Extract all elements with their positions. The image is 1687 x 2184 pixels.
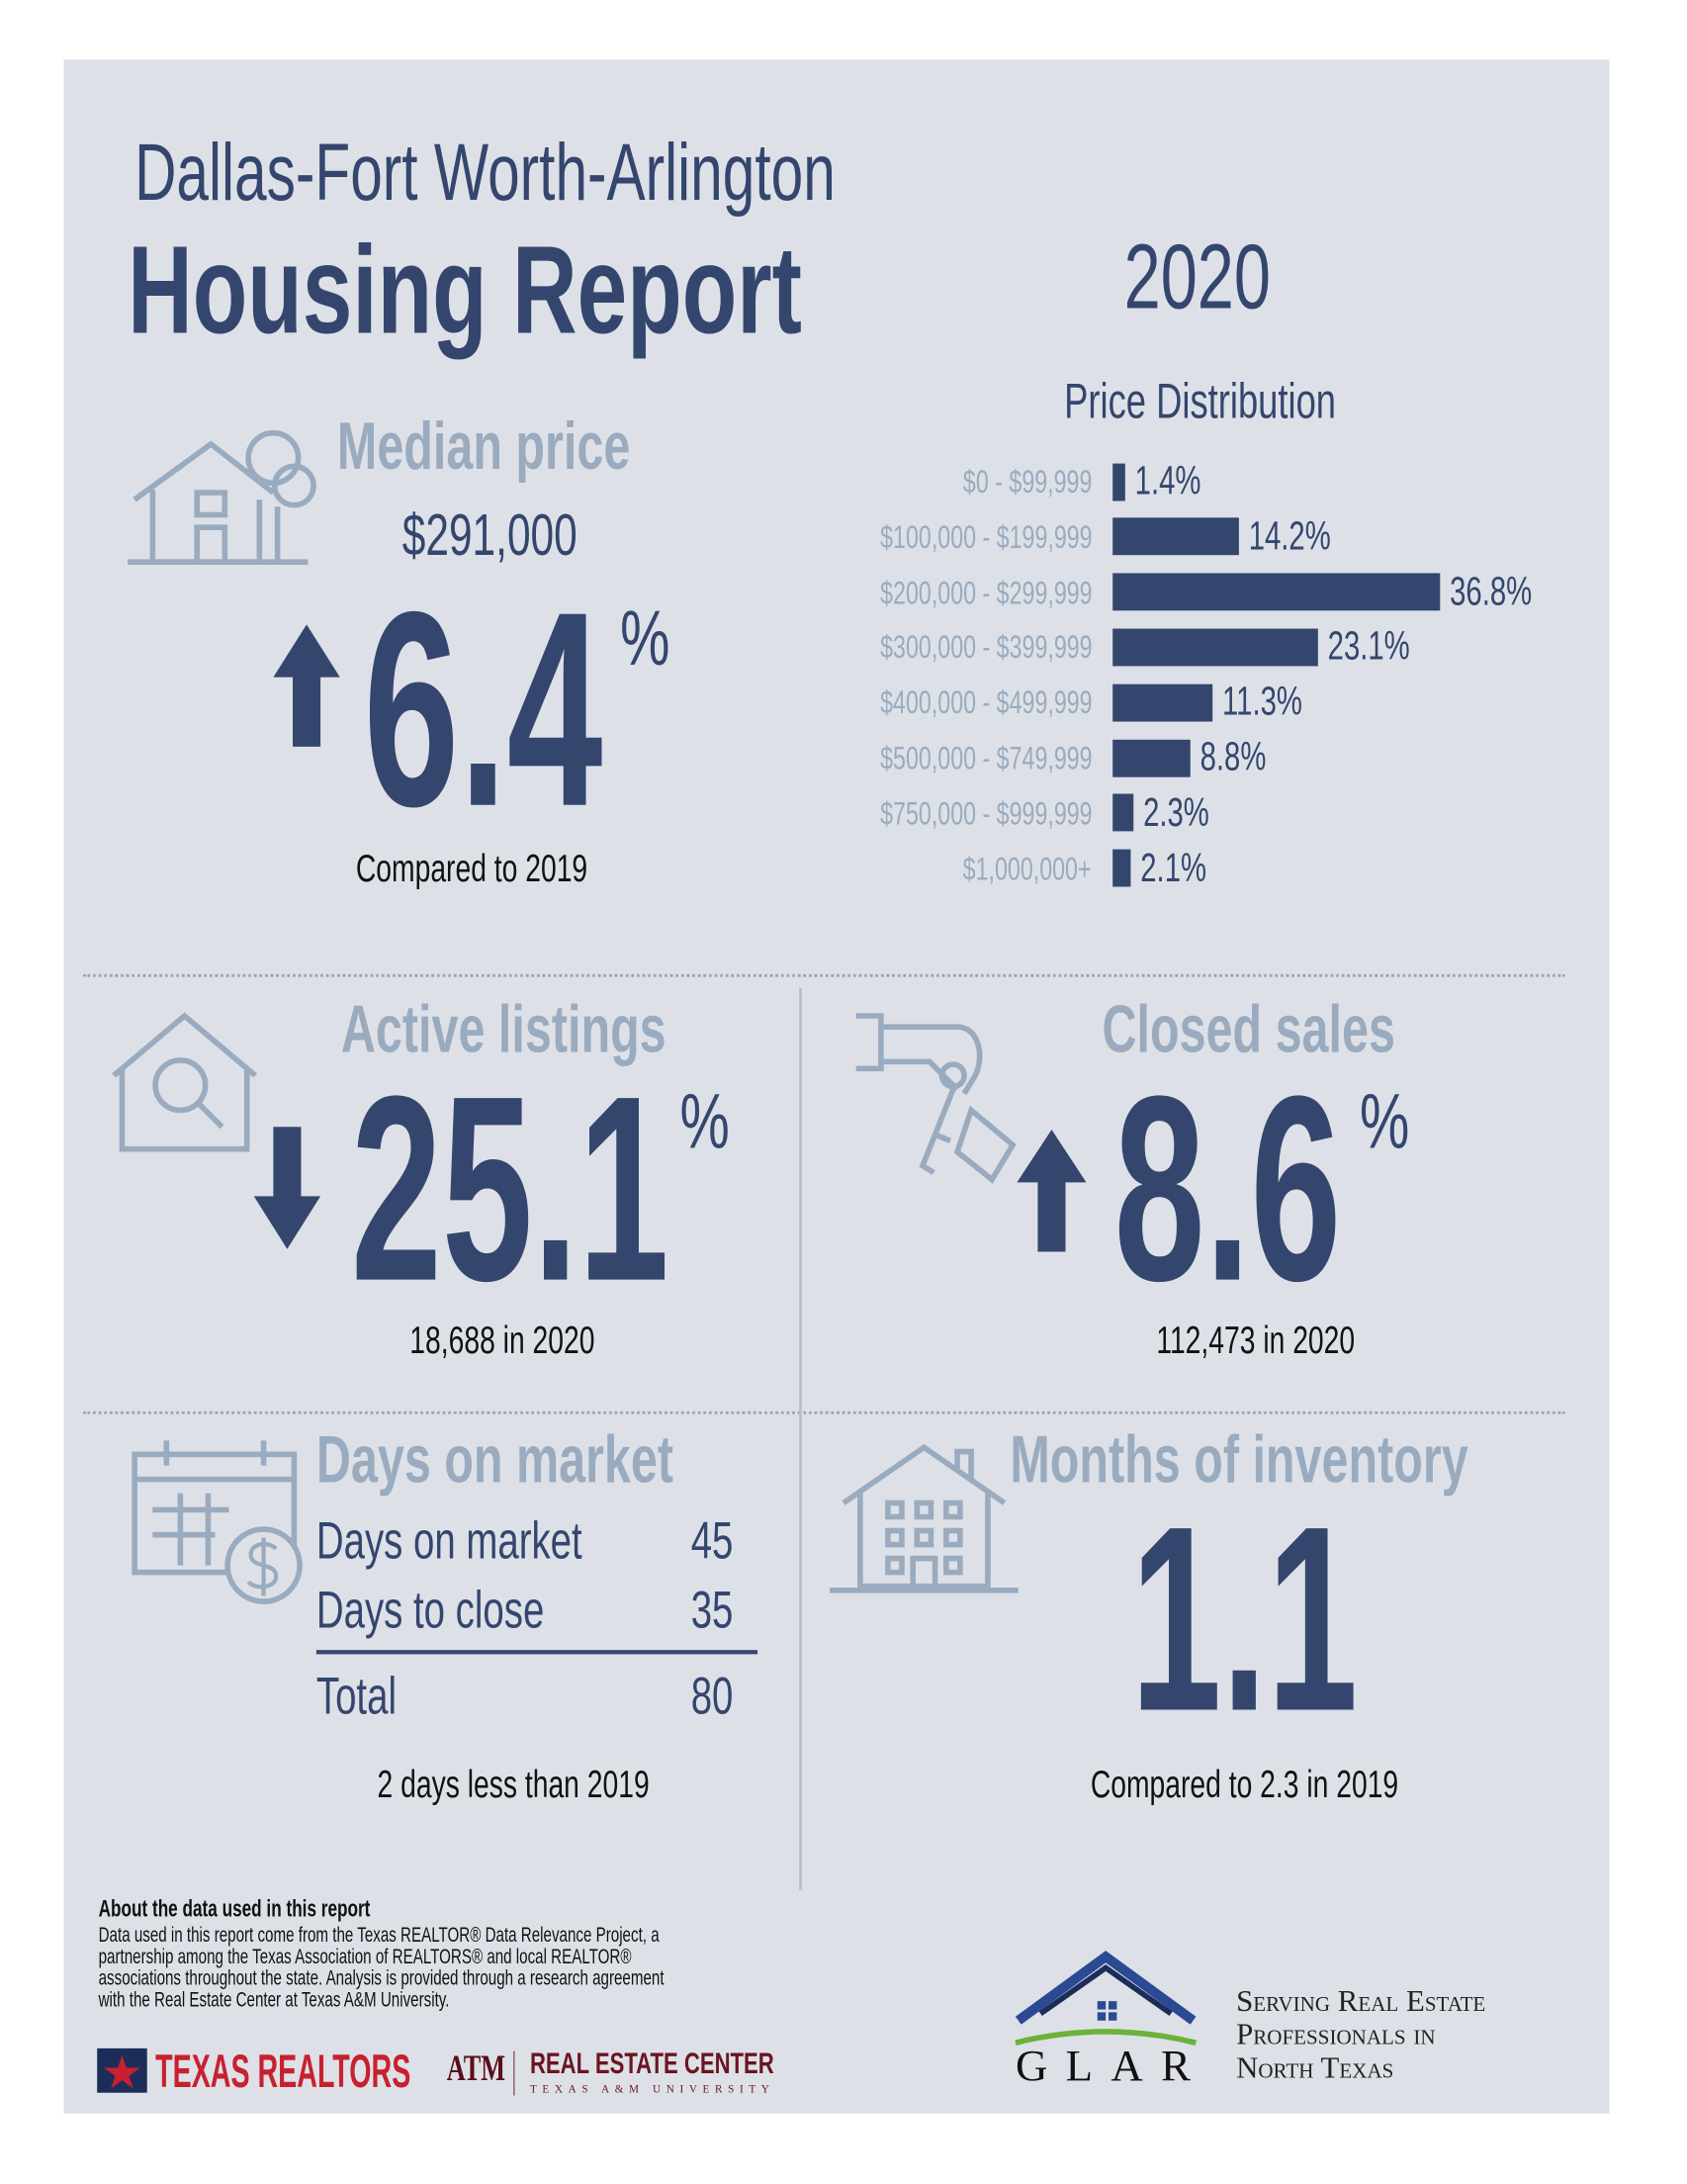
closed-change-unit: % <box>1359 1076 1410 1165</box>
closed-note: 112,473 in 2020 <box>1156 1318 1356 1362</box>
bar <box>1112 628 1318 667</box>
median-change: 6.4 <box>363 555 603 865</box>
active-note: 18,688 in 2020 <box>409 1318 595 1362</box>
dom-row-value: 35 <box>690 1582 734 1641</box>
data-label: 1.4% <box>1134 459 1201 504</box>
bar <box>1112 462 1125 500</box>
glar-wordmark: GLAR <box>1015 2040 1209 2090</box>
category-label: $1,000,000+ <box>963 850 1093 886</box>
bar <box>1112 573 1441 611</box>
dom-row-label: Days on market <box>315 1512 582 1572</box>
closed-sales-label: Closed sales <box>1102 993 1395 1067</box>
texas-realtors-logo: TEXAS REALTORS <box>155 2046 411 2099</box>
building-icon <box>829 1443 1019 1593</box>
bar <box>1112 683 1213 722</box>
divider <box>83 973 1565 977</box>
dom-total-label: Total <box>315 1668 397 1727</box>
calendar-dollar-icon <box>132 1440 303 1604</box>
divider <box>799 987 802 1890</box>
data-label: 23.1% <box>1327 624 1410 670</box>
data-label: 36.8% <box>1449 570 1533 614</box>
dom-row-value: 45 <box>690 1512 734 1572</box>
active-listings-label: Active listings <box>340 993 666 1067</box>
moi-label: Months of inventory <box>1010 1423 1468 1498</box>
median-note: Compared to 2019 <box>355 846 588 890</box>
glar-house-logo <box>1015 1951 1198 2046</box>
atm-logo: ATM <box>446 2048 506 2089</box>
active-change: 25.1 <box>350 1042 669 1337</box>
data-label: 8.8% <box>1200 735 1267 780</box>
median-price-value: $291,000 <box>401 501 577 568</box>
arrow-down-icon <box>253 1127 321 1249</box>
texas-realtors-logo-mark <box>97 2048 147 2093</box>
region-title: Dallas-Fort Worth-Arlington <box>134 128 836 219</box>
report-panel <box>63 59 1610 2114</box>
rec-subtitle: TEXAS A&M UNIVERSITY <box>529 2082 775 2096</box>
category-label: $500,000 - $749,999 <box>879 739 1093 776</box>
about-title: About the data used in this report <box>98 1895 371 1923</box>
divider <box>83 1410 1565 1414</box>
chart-title: Price Distribution <box>1064 372 1337 429</box>
bar <box>1112 849 1132 887</box>
dom-row-label: Days to close <box>315 1582 545 1641</box>
glar-tagline: Serving Real Estate Professionals in North… <box>1236 1982 1486 2085</box>
report-year: 2020 <box>1123 225 1271 328</box>
page-title: Housing Report <box>128 222 802 361</box>
data-label: 11.3% <box>1222 680 1303 725</box>
data-label: 2.3% <box>1142 790 1209 836</box>
median-change-unit: % <box>620 593 670 682</box>
about-text: Data used in this report come from the T… <box>98 1923 665 2012</box>
house-tree-icon <box>128 429 316 566</box>
dom-total-value: 80 <box>690 1668 734 1727</box>
moi-note: Compared to 2.3 in 2019 <box>1090 1762 1399 1806</box>
arrow-up-icon <box>1017 1130 1087 1252</box>
dom-note: 2 days less than 2019 <box>377 1762 650 1806</box>
moi-value: 1.1 <box>1130 1472 1359 1768</box>
arrow-up-icon <box>273 624 340 747</box>
bar <box>1112 793 1133 832</box>
hand-key-icon <box>855 1013 1017 1184</box>
data-label: 2.1% <box>1140 846 1207 891</box>
bar <box>1112 739 1192 776</box>
total-rule <box>315 1650 758 1655</box>
median-price-label: Median price <box>336 410 631 485</box>
category-label: $200,000 - $299,999 <box>879 574 1093 610</box>
category-label: $400,000 - $499,999 <box>879 683 1093 721</box>
category-label: $300,000 - $399,999 <box>879 629 1093 666</box>
logo-divider <box>513 2050 515 2096</box>
category-label: $0 - $99,999 <box>962 463 1093 500</box>
data-label: 14.2% <box>1248 514 1331 560</box>
bar <box>1112 517 1239 556</box>
category-label: $750,000 - $999,999 <box>879 794 1093 832</box>
real-estate-center-logo: REAL ESTATE CENTER <box>529 2048 774 2081</box>
closed-change: 8.6 <box>1113 1042 1342 1337</box>
house-search-icon <box>112 1012 257 1152</box>
active-change-unit: % <box>679 1076 730 1165</box>
dom-label: Days on market <box>315 1423 674 1498</box>
category-label: $100,000 - $199,999 <box>879 518 1093 555</box>
